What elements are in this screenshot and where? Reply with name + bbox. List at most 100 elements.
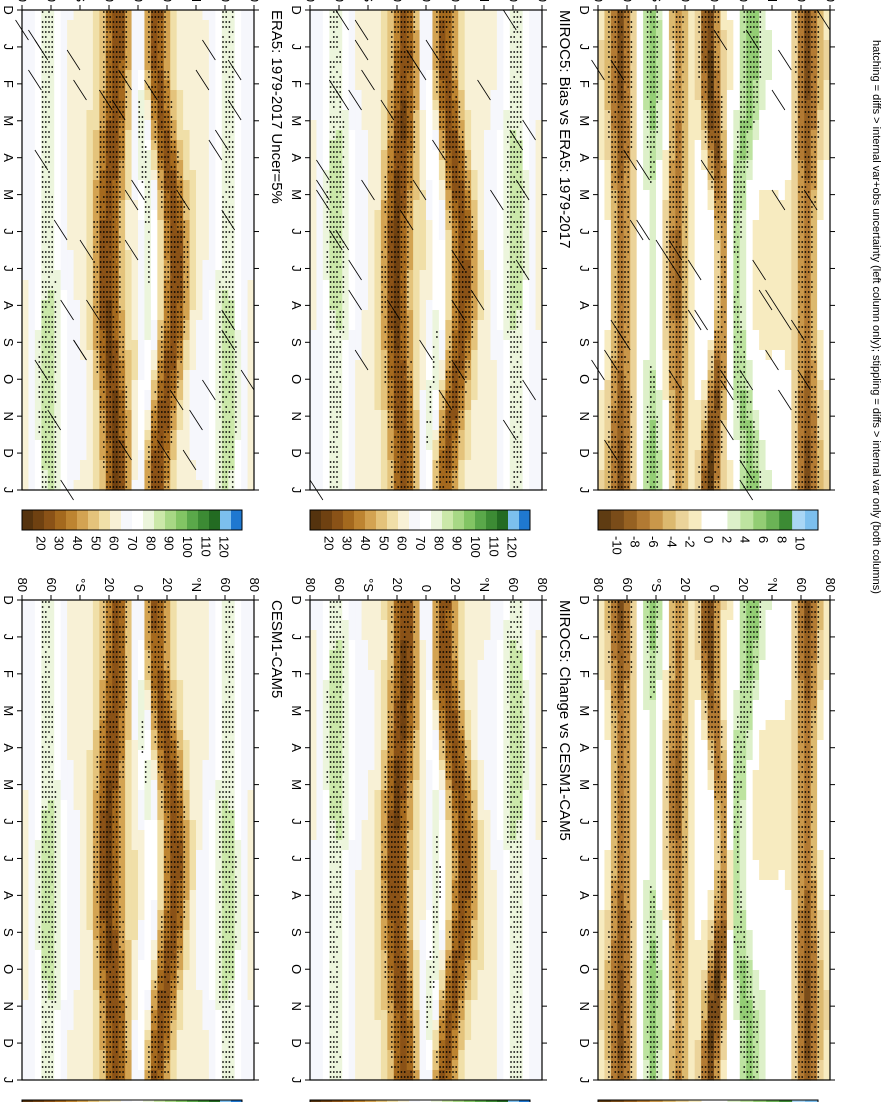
stipple-dot xyxy=(164,361,166,363)
heatmap-cell xyxy=(124,70,132,81)
heatmap-cell xyxy=(27,60,35,71)
heatmap-cell xyxy=(79,130,87,141)
stipple-dot xyxy=(54,311,57,313)
heatmap-cell xyxy=(208,660,216,671)
heatmap-cell xyxy=(150,390,158,401)
stipple-dot xyxy=(109,21,112,23)
stipple-dot xyxy=(51,481,54,483)
stipple-dot xyxy=(183,301,186,303)
heatmap-cell xyxy=(195,110,203,121)
heatmap-cell xyxy=(40,850,48,861)
stipple-dot xyxy=(177,301,179,303)
heatmap-cell xyxy=(130,320,138,331)
stipple-dot xyxy=(44,316,47,318)
heatmap-cell xyxy=(150,170,158,181)
stipple-dot xyxy=(177,351,179,353)
heatmap-cell xyxy=(234,870,242,881)
stipple-dot xyxy=(106,416,108,418)
stipple-dot xyxy=(173,201,176,203)
stipple-dot xyxy=(106,306,108,308)
stipple-dot xyxy=(154,111,157,113)
stipple-dot xyxy=(51,391,54,393)
heatmap-cell xyxy=(66,320,74,331)
stipple-dot xyxy=(154,141,157,143)
heatmap-cell xyxy=(188,630,196,641)
stipple-dot xyxy=(44,416,47,418)
heatmap-cell xyxy=(92,20,100,31)
stipple-dot xyxy=(109,476,112,478)
heatmap-cell xyxy=(221,700,229,711)
heatmap-cell xyxy=(79,760,87,771)
heatmap-cell xyxy=(40,620,48,631)
heatmap-cell xyxy=(130,360,138,371)
heatmap-cell xyxy=(27,200,35,211)
heatmap-cell xyxy=(111,680,119,691)
heatmap-cell xyxy=(40,640,48,651)
stipple-dot xyxy=(122,106,124,108)
stipple-dot xyxy=(106,126,108,128)
heatmap-cell xyxy=(240,150,248,161)
heatmap-cell xyxy=(34,400,42,411)
stipple-dot xyxy=(228,421,231,423)
heatmap-cell xyxy=(98,330,106,341)
heatmap-cell xyxy=(156,190,164,201)
stipple-dot xyxy=(144,151,147,153)
stipple-dot xyxy=(222,226,224,228)
heatmap-cell xyxy=(143,730,151,741)
heatmap-cell xyxy=(98,260,106,271)
heatmap-cell xyxy=(150,300,158,311)
stipple-dot xyxy=(109,51,112,53)
heatmap-cell xyxy=(201,800,209,811)
heatmap-cell xyxy=(208,710,216,721)
stipple-dot xyxy=(48,386,50,388)
heatmap-cell xyxy=(34,320,42,331)
heatmap-cell xyxy=(176,630,184,641)
heatmap-cell xyxy=(188,640,196,651)
stipple-dot xyxy=(157,451,160,453)
stipple-dot xyxy=(102,186,105,188)
stipple-dot xyxy=(164,136,166,138)
stipple-dot xyxy=(228,81,231,83)
heatmap-cell xyxy=(79,60,87,71)
heatmap-cell xyxy=(214,650,222,661)
stipple-dot xyxy=(93,221,95,223)
stipple-dot xyxy=(44,236,47,238)
heatmap-cell xyxy=(246,140,254,151)
heatmap-cell xyxy=(201,630,209,641)
heatmap-cell xyxy=(40,110,48,121)
stipple-dot xyxy=(160,86,163,88)
stipple-dot xyxy=(48,56,50,58)
heatmap-cell xyxy=(169,90,177,101)
stipple-dot xyxy=(180,221,182,223)
heatmap-cell xyxy=(60,30,68,41)
stipple-dot xyxy=(115,141,118,143)
heatmap-cell xyxy=(195,810,203,821)
stipple-dot xyxy=(99,366,102,368)
heatmap-cell xyxy=(137,820,145,831)
stipple-dot xyxy=(186,266,189,268)
heatmap-cell xyxy=(105,740,113,751)
stipple-dot xyxy=(154,51,157,53)
stipple-dot xyxy=(167,221,170,223)
stipple-dot xyxy=(222,26,224,28)
stipple-dot xyxy=(96,331,99,333)
stipple-dot xyxy=(154,446,157,448)
stipple-dot xyxy=(167,451,170,453)
heatmap-cell xyxy=(98,60,106,71)
stipple-dot xyxy=(48,106,50,108)
stipple-dot xyxy=(157,71,160,73)
heatmap-cell xyxy=(143,20,151,31)
heatmap-cell xyxy=(27,680,35,691)
heatmap-cell xyxy=(137,720,145,731)
stipple-dot xyxy=(228,211,231,213)
stipple-dot xyxy=(160,91,163,93)
stipple-dot xyxy=(118,191,121,193)
heatmap-cell xyxy=(53,210,61,221)
heatmap-cell xyxy=(124,120,132,131)
stipple-dot xyxy=(173,341,176,343)
heatmap-cell xyxy=(40,610,48,621)
heatmap-cell xyxy=(27,470,35,481)
stipple-dot xyxy=(102,146,105,148)
colorbar-swatch xyxy=(21,510,33,530)
stipple-dot xyxy=(41,86,44,88)
